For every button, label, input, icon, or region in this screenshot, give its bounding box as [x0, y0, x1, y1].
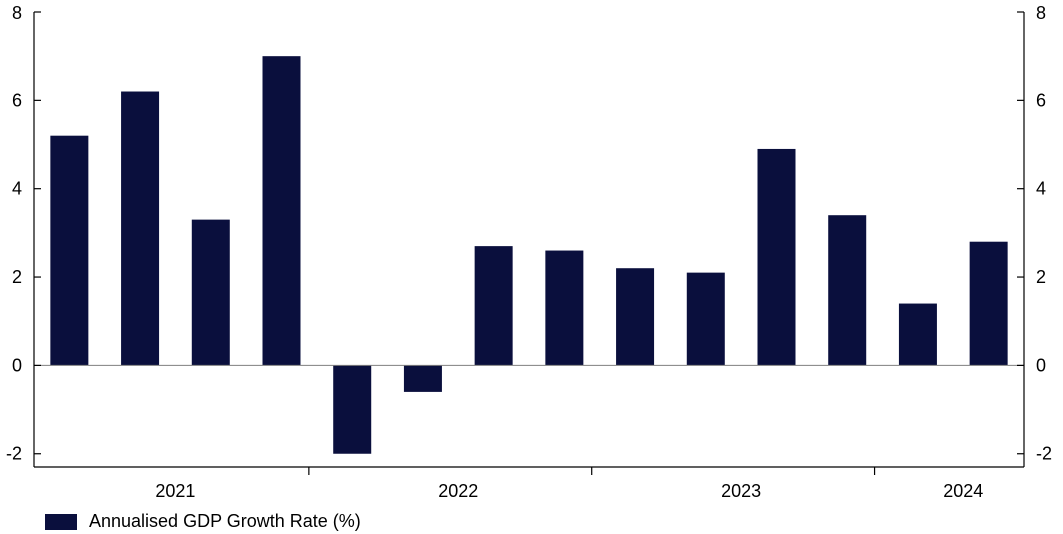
legend-swatch [45, 513, 77, 530]
bar [969, 241, 1008, 366]
bar [191, 219, 230, 366]
left-y-tick-label: 8 [12, 3, 22, 23]
bar [757, 148, 796, 366]
bar [121, 91, 160, 366]
bar [262, 56, 301, 366]
bar [50, 135, 89, 366]
x-year-label: 2022 [438, 481, 478, 501]
x-year-label: 2023 [721, 481, 761, 501]
bar [474, 246, 513, 366]
legend: Annualised GDP Growth Rate (%) [45, 511, 361, 532]
left-y-tick-label: -2 [6, 444, 22, 464]
bar [403, 365, 442, 392]
x-year-label: 2024 [943, 481, 983, 501]
left-y-tick-label: 2 [12, 267, 22, 287]
right-y-tick-label: 4 [1036, 179, 1046, 199]
right-y-tick-label: 8 [1036, 3, 1046, 23]
legend-label: Annualised GDP Growth Rate (%) [89, 511, 361, 531]
right-y-tick-label: 6 [1036, 90, 1046, 110]
bar [333, 365, 372, 454]
left-y-tick-label: 6 [12, 90, 22, 110]
right-y-tick-label: 0 [1036, 355, 1046, 375]
bar [898, 303, 937, 366]
left-y-tick-label: 0 [12, 355, 22, 375]
bar [545, 250, 584, 366]
bar [616, 268, 655, 366]
x-year-label: 2021 [155, 481, 195, 501]
right-y-tick-label: 2 [1036, 267, 1046, 287]
left-y-tick-label: 4 [12, 179, 22, 199]
bar [828, 215, 867, 366]
right-y-tick-label: -2 [1036, 444, 1052, 464]
bar [686, 272, 725, 366]
